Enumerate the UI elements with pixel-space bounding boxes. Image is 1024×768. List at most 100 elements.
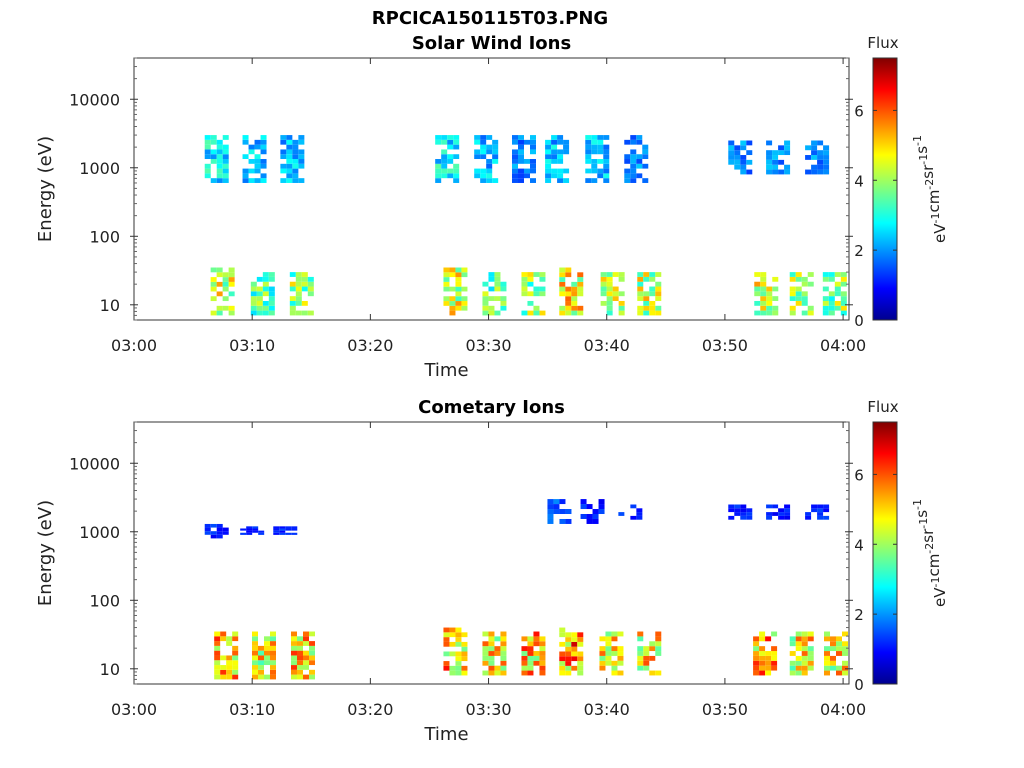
flux-cell [807, 310, 814, 316]
flux-cell [204, 135, 211, 140]
flux-cell [771, 631, 778, 637]
x-tick-label: 03:20 [347, 700, 393, 719]
flux-cell [789, 310, 796, 316]
flux-cell [500, 286, 507, 292]
flux-cell [220, 655, 227, 661]
flux-cell [220, 669, 227, 675]
flux-cell [551, 173, 558, 179]
flux-cell [256, 296, 263, 301]
flux-cell [474, 149, 481, 155]
flux-cell [264, 641, 270, 646]
flux-cell [585, 149, 592, 155]
flux-cell [600, 286, 607, 292]
flux-cell [443, 641, 450, 647]
flux-cell [494, 670, 501, 676]
flux-cell [577, 291, 584, 297]
flux-cell [518, 178, 524, 183]
flux-cell [291, 532, 298, 535]
flux-cell [204, 149, 211, 155]
plot-frame [133, 57, 850, 321]
flux-cell [297, 674, 303, 680]
flux-cell [250, 296, 257, 301]
flux-cell [210, 159, 217, 164]
flux-cell [811, 150, 818, 156]
flux-cell [830, 660, 836, 666]
flux-cell [611, 636, 618, 642]
flux-cell [801, 665, 808, 671]
flux-cell [617, 655, 624, 661]
flux-cell [559, 499, 566, 505]
flux-cell [772, 159, 779, 165]
flux-cell [591, 163, 598, 169]
flux-cell [518, 149, 524, 155]
flux-cell [630, 515, 637, 520]
flux-cell [258, 665, 264, 670]
flux-cell [292, 149, 299, 155]
flux-cell [830, 665, 836, 671]
flux-cell [539, 651, 546, 656]
x-tick-label: 03:00 [111, 700, 157, 719]
flux-cell [565, 656, 572, 662]
flux-cell [443, 277, 450, 282]
flux-cell [214, 674, 221, 680]
flux-cell [557, 173, 564, 179]
flux-cell [500, 670, 507, 676]
flux-cell [828, 300, 835, 306]
flux-cell [521, 655, 528, 661]
flux-cell [643, 651, 650, 656]
flux-cell [461, 646, 468, 652]
flux-cell [303, 636, 309, 642]
flux-cell [759, 651, 766, 656]
flux-cell [600, 276, 607, 282]
flux-cell [521, 281, 528, 287]
flux-cell [273, 528, 280, 531]
flux-cell [599, 636, 606, 642]
flux-cell [784, 140, 791, 146]
flux-cell [571, 305, 578, 311]
flux-cell [547, 514, 554, 519]
flux-cell [486, 173, 493, 179]
flux-cell [630, 159, 637, 164]
flux-cell [618, 305, 625, 311]
flux-cell [204, 173, 211, 179]
flux-cell [258, 655, 264, 661]
flux-cell [524, 159, 530, 164]
flux-cell [585, 139, 592, 145]
flux-cell [441, 173, 448, 179]
flux-cell [559, 305, 566, 311]
flux-cell [461, 286, 468, 292]
flux-cell [494, 296, 501, 301]
flux-cell [295, 310, 302, 316]
flux-cell [811, 155, 818, 160]
flux-cell [488, 286, 495, 292]
flux-cell [292, 173, 299, 179]
flux-cell [443, 627, 450, 633]
flux-cell [250, 291, 257, 297]
flux-cell [461, 301, 468, 306]
flux-cell [533, 631, 540, 637]
flux-cell [443, 661, 450, 666]
flux-cell [210, 523, 217, 528]
flux-cell [214, 650, 221, 656]
flux-cell [766, 310, 773, 316]
flux-cell [591, 144, 598, 150]
flux-cell [518, 159, 524, 164]
flux-cell [811, 140, 818, 146]
flux-cell [455, 670, 462, 676]
flux-cell [258, 669, 264, 675]
flux-cell [551, 168, 558, 174]
flux-cell [598, 504, 605, 510]
flux-cell [563, 168, 570, 174]
flux-cell [600, 281, 607, 287]
flux-cell [618, 291, 625, 297]
flux-cell [301, 300, 308, 306]
flux-cell [565, 305, 572, 311]
flux-cell [441, 135, 448, 140]
flux-cell [488, 310, 495, 316]
colorbar-units-label: eV-1cm-2sr-1s-1 [911, 135, 949, 243]
flux-cell [577, 641, 584, 647]
flux-cell [766, 159, 773, 165]
flux-cell [795, 296, 802, 301]
flux-cell [580, 504, 587, 510]
flux-cell [521, 276, 528, 282]
